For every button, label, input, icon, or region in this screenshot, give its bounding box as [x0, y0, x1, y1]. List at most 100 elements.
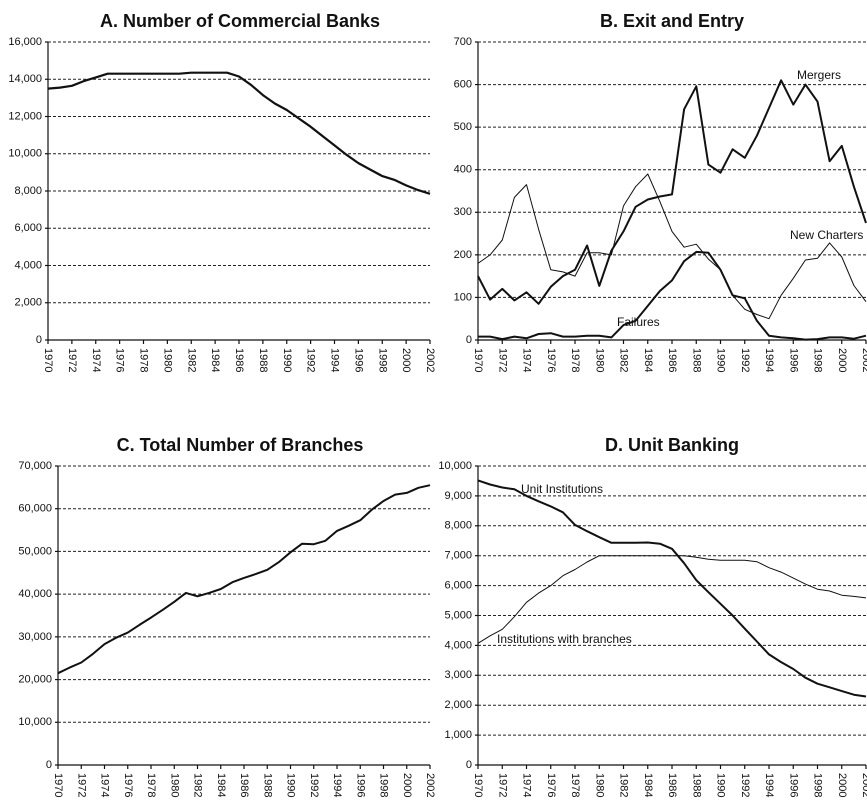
- x-tick-label: 1998: [812, 348, 824, 372]
- y-tick-label: 0: [466, 759, 472, 771]
- x-tick-label: 1972: [496, 348, 508, 372]
- x-tick-label: 1970: [472, 348, 484, 372]
- x-tick-label: 1980: [593, 773, 605, 797]
- x-tick-label: 2000: [836, 348, 848, 372]
- x-tick-label: 2000: [400, 348, 412, 372]
- x-tick-label: 1984: [642, 348, 654, 372]
- x-tick-label: 2002: [424, 348, 436, 372]
- chart-title: D. Unit Banking: [605, 435, 739, 455]
- x-tick-label: 1970: [42, 348, 54, 372]
- x-tick-label: 1974: [521, 348, 533, 372]
- y-tick-label: 400: [454, 164, 472, 176]
- x-tick-label: 1992: [739, 773, 751, 797]
- x-tick-label: 1980: [168, 773, 180, 797]
- y-tick-label: 0: [466, 334, 472, 346]
- x-tick-label: 1992: [305, 348, 317, 372]
- x-tick-label: 1998: [376, 348, 388, 372]
- y-tick-label: 50,000: [18, 545, 52, 557]
- x-tick-label: 1992: [739, 348, 751, 372]
- x-tick-label: 1978: [569, 773, 581, 797]
- x-tick-label: 1982: [192, 773, 204, 797]
- x-tick-label: 1990: [285, 773, 297, 797]
- y-tick-label: 200: [454, 249, 472, 261]
- x-tick-label: 2000: [401, 773, 413, 797]
- y-tick-label: 16,000: [8, 36, 42, 48]
- x-tick-label: 1974: [90, 348, 102, 372]
- x-tick-label: 1996: [787, 773, 799, 797]
- series-label: Unit Institutions: [521, 482, 603, 496]
- x-tick-label: 1992: [308, 773, 320, 797]
- series-line: [47, 71, 431, 195]
- x-tick-label: 1976: [114, 348, 126, 372]
- series-label: Failures: [617, 315, 660, 329]
- x-tick-label: 1978: [145, 773, 157, 797]
- y-tick-label: 6,000: [14, 222, 42, 234]
- x-tick-label: 1990: [715, 773, 727, 797]
- x-tick-label: 1988: [690, 348, 702, 372]
- y-tick-label: 2,000: [14, 297, 42, 309]
- series-label: Mergers: [797, 68, 841, 82]
- x-tick-label: 1970: [52, 773, 64, 797]
- y-tick-label: 70,000: [18, 460, 52, 472]
- x-tick-label: 1986: [238, 773, 250, 797]
- x-tick-label: 1990: [715, 348, 727, 372]
- y-tick-label: 6,000: [444, 580, 472, 592]
- x-tick-label: 1982: [185, 348, 197, 372]
- series-line: [477, 79, 867, 305]
- y-tick-label: 10,000: [8, 148, 42, 160]
- x-tick-label: 1996: [354, 773, 366, 797]
- x-tick-label: 1974: [99, 773, 111, 797]
- y-tick-label: 7,000: [444, 550, 472, 562]
- x-tick-label: 1976: [122, 773, 134, 797]
- x-tick-label: 1994: [763, 773, 775, 797]
- series-line: [477, 479, 867, 698]
- y-tick-label: 8,000: [14, 185, 42, 197]
- y-tick-label: 300: [454, 206, 472, 218]
- x-tick-label: 1972: [496, 773, 508, 797]
- y-tick-label: 10,000: [438, 460, 472, 472]
- x-tick-label: 1994: [763, 348, 775, 372]
- x-tick-label: 1988: [257, 348, 269, 372]
- y-tick-label: 14,000: [8, 73, 42, 85]
- y-tick-label: 8,000: [444, 520, 472, 532]
- x-tick-label: 1974: [521, 773, 533, 797]
- x-tick-label: 1980: [593, 348, 605, 372]
- x-tick-label: 1972: [66, 348, 78, 372]
- x-tick-label: 1998: [378, 773, 390, 797]
- x-tick-label: 1986: [666, 348, 678, 372]
- y-tick-label: 3,000: [444, 669, 472, 681]
- x-tick-label: 1982: [618, 773, 630, 797]
- y-tick-label: 12,000: [8, 110, 42, 122]
- x-tick-label: 1990: [281, 348, 293, 372]
- y-tick-label: 500: [454, 121, 472, 133]
- x-tick-label: 2000: [836, 773, 848, 797]
- chart-title: C. Total Number of Branches: [117, 435, 364, 455]
- x-tick-label: 1976: [545, 348, 557, 372]
- y-tick-label: 9,000: [444, 490, 472, 502]
- y-tick-label: 5,000: [444, 609, 472, 621]
- y-tick-label: 2,000: [444, 699, 472, 711]
- x-tick-label: 1984: [215, 773, 227, 797]
- y-tick-label: 100: [454, 291, 472, 303]
- y-tick-label: 1,000: [444, 729, 472, 741]
- y-tick-label: 700: [454, 36, 472, 48]
- x-tick-label: 1998: [812, 773, 824, 797]
- x-tick-label: 1984: [209, 348, 221, 372]
- y-tick-label: 20,000: [18, 673, 52, 685]
- series-line: [57, 484, 431, 675]
- x-tick-label: 1996: [787, 348, 799, 372]
- x-tick-label: 1988: [261, 773, 273, 797]
- x-tick-label: 1978: [138, 348, 150, 372]
- x-tick-label: 1980: [161, 348, 173, 372]
- x-tick-label: 1986: [233, 348, 245, 372]
- x-tick-label: 1996: [352, 348, 364, 372]
- y-tick-label: 30,000: [18, 631, 52, 643]
- x-tick-label: 2002: [860, 773, 867, 797]
- y-tick-label: 4,000: [14, 259, 42, 271]
- x-tick-label: 1994: [331, 773, 343, 797]
- series-line: [478, 250, 867, 341]
- x-tick-label: 1984: [642, 773, 654, 797]
- x-tick-label: 1972: [75, 773, 87, 797]
- series-label: New Charters: [790, 228, 863, 242]
